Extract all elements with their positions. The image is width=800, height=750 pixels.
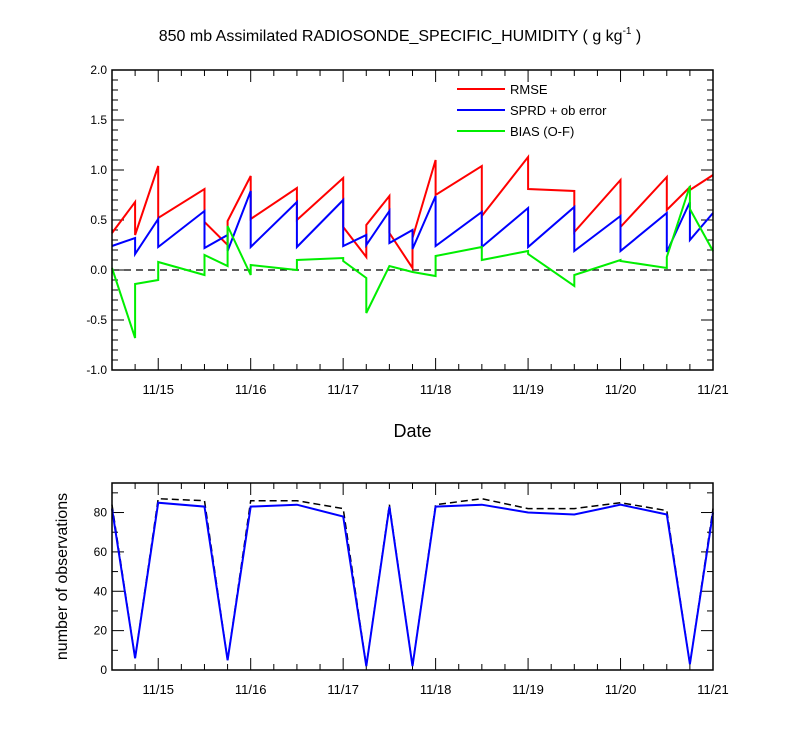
bottom-x-tick-labels: 11/15 11/16 11/17 11/18 11/19 11/20 11/21	[142, 682, 728, 697]
legend: RMSE SPRD + ob error BIAS (O-F)	[457, 82, 607, 139]
y-tick-label: 80	[94, 506, 108, 520]
chart-title: 850 mb Assimilated RADIOSONDE_SPECIFIC_H…	[159, 26, 642, 45]
x-tick-label: 11/17	[327, 382, 359, 397]
x-tick-label: 11/20	[605, 682, 637, 697]
x-tick-label: 11/16	[235, 382, 267, 397]
x-tick-label: 11/21	[697, 682, 729, 697]
series-line-sprd-ob-error	[111, 190, 714, 258]
top-plot-frame	[111, 69, 714, 371]
x-tick-label: 11/16	[235, 682, 267, 697]
top-y-tick-labels: 2.0 1.5 1.0 0.5 0.0 -0.5 -1.0	[86, 63, 107, 377]
y-tick-label: 1.5	[90, 113, 107, 127]
legend-label-bias: BIAS (O-F)	[510, 124, 574, 139]
series-line-used	[111, 501, 714, 667]
x-tick-label: 11/19	[512, 682, 544, 697]
x-tick-label: 11/19	[512, 382, 544, 397]
y-tick-label: 60	[94, 545, 108, 559]
top-plot: 2.01.51.00.50.0-0.5-1.0 11/15 11/16 11/17 1…	[86, 63, 728, 441]
x-tick-label: 11/18	[420, 382, 452, 397]
legend-label-sprd: SPRD + ob error	[510, 103, 607, 118]
y-tick-label: 0.5	[90, 213, 107, 227]
y-tick-label: 40	[94, 584, 108, 598]
bottom-ticks	[111, 483, 714, 671]
y-axis-title: number of observations	[54, 493, 71, 660]
x-tick-label: 11/15	[142, 382, 174, 397]
chart-title-main: 850 mb Assimilated RADIOSONDE_SPECIFIC_H…	[159, 28, 623, 45]
y-tick-label: -1.0	[86, 363, 107, 377]
y-tick-label: 0.0	[90, 263, 107, 277]
chart-title-superscript: -1	[623, 26, 632, 37]
series-line-possible	[111, 497, 714, 667]
legend-label-rmse: RMSE	[510, 82, 548, 97]
y-tick-label: 1.0	[90, 163, 107, 177]
top-ticks	[111, 69, 714, 371]
y-tick-label: 2.0	[90, 63, 107, 77]
x-tick-label: 11/17	[327, 682, 359, 697]
top-series-group	[111, 154, 714, 339]
bottom-series-group	[111, 497, 714, 667]
bottom-plot: 80 60 40 20 0 11/15 11/16 11/17 11/18 11/19 11/20…	[54, 482, 729, 697]
y-tick-label: 0	[100, 663, 107, 677]
x-tick-label: 11/15	[142, 682, 174, 697]
x-tick-label: 11/20	[605, 382, 637, 397]
bottom-plot-frame	[111, 482, 714, 671]
x-axis-title: Date	[393, 421, 431, 441]
series-line-bias-o-f	[111, 185, 714, 339]
x-tick-label: 11/21	[697, 382, 729, 397]
top-x-tick-labels: 11/15 11/16 11/17 11/18 11/19 11/20 11/21	[142, 382, 728, 397]
y-tick-label: -0.5	[86, 313, 107, 327]
y-tick-label: 20	[94, 624, 108, 638]
x-tick-label: 11/18	[420, 682, 452, 697]
bottom-y-tick-labels: 80 60 40 20 0	[94, 506, 108, 677]
chart-title-end: )	[631, 28, 641, 45]
